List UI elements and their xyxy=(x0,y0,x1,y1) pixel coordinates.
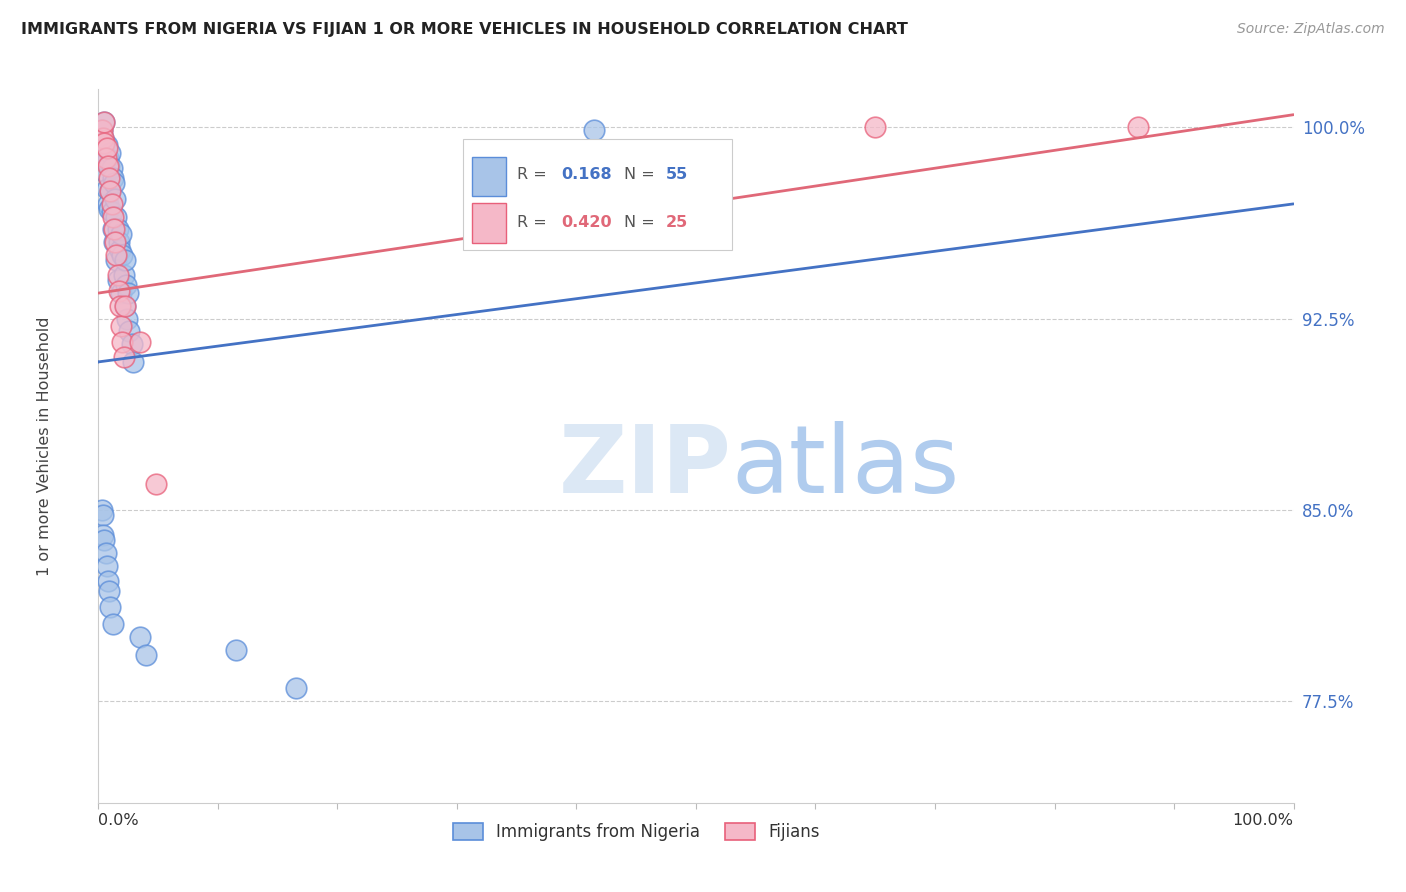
Point xyxy=(98,145,122,160)
Point xyxy=(145,477,167,491)
Point xyxy=(117,286,139,301)
FancyBboxPatch shape xyxy=(463,139,733,250)
Point xyxy=(96,138,118,153)
Text: 25: 25 xyxy=(666,215,689,230)
Point xyxy=(93,115,115,129)
Point xyxy=(103,222,125,236)
Point xyxy=(100,204,122,219)
Text: N =: N = xyxy=(624,168,661,182)
Point xyxy=(865,120,887,135)
Point xyxy=(111,248,134,262)
Point xyxy=(101,210,124,224)
Point xyxy=(104,235,127,249)
Text: N =: N = xyxy=(624,215,661,230)
Point xyxy=(98,171,121,186)
Text: 1 or more Vehicles in Household: 1 or more Vehicles in Household xyxy=(37,317,52,575)
Text: R =: R = xyxy=(517,215,551,230)
Point xyxy=(104,192,127,206)
Legend: Immigrants from Nigeria, Fijians: Immigrants from Nigeria, Fijians xyxy=(446,816,827,848)
Point xyxy=(122,355,145,369)
Point xyxy=(118,324,141,338)
Point xyxy=(93,533,115,548)
Point xyxy=(94,151,117,165)
Point xyxy=(91,508,114,522)
Text: 0.168: 0.168 xyxy=(561,168,612,182)
Point xyxy=(107,222,129,236)
Text: 55: 55 xyxy=(666,168,689,182)
Point xyxy=(107,235,129,249)
Point xyxy=(101,617,124,632)
FancyBboxPatch shape xyxy=(472,157,506,196)
Point xyxy=(96,558,118,573)
Point xyxy=(115,278,138,293)
Point xyxy=(98,184,122,198)
Point xyxy=(103,177,125,191)
Point xyxy=(97,151,120,165)
Point xyxy=(108,243,131,257)
Point xyxy=(110,319,132,334)
Point xyxy=(100,161,122,176)
Point xyxy=(115,311,138,326)
Point xyxy=(91,130,114,145)
Text: atlas: atlas xyxy=(733,421,960,514)
Point xyxy=(98,599,122,614)
Point xyxy=(103,235,125,249)
Point xyxy=(101,171,124,186)
Point xyxy=(114,299,136,313)
Text: R =: R = xyxy=(517,168,551,182)
Point xyxy=(129,630,152,644)
Point xyxy=(98,159,121,173)
Point xyxy=(91,528,114,542)
Point xyxy=(100,197,122,211)
Text: ZIP: ZIP xyxy=(560,421,733,514)
Point xyxy=(97,197,120,211)
Point xyxy=(1128,120,1150,135)
Point xyxy=(108,299,131,313)
Point xyxy=(94,166,117,180)
Point xyxy=(98,584,121,599)
Point xyxy=(114,299,136,313)
Point xyxy=(225,643,247,657)
Point xyxy=(94,546,117,560)
Point xyxy=(98,202,121,216)
Point xyxy=(107,284,129,298)
Point xyxy=(105,248,128,262)
Point xyxy=(93,136,115,150)
Point xyxy=(93,115,115,129)
Point xyxy=(91,123,114,137)
Point xyxy=(93,136,115,150)
Point xyxy=(111,334,134,349)
Point xyxy=(98,184,122,198)
Point xyxy=(107,273,129,287)
Point xyxy=(91,502,114,516)
Point xyxy=(114,252,136,267)
Point xyxy=(105,252,128,267)
Point xyxy=(96,181,118,195)
Point xyxy=(97,574,120,588)
Point xyxy=(112,268,135,283)
Point xyxy=(97,159,120,173)
FancyBboxPatch shape xyxy=(472,203,506,243)
Point xyxy=(94,153,117,168)
Point xyxy=(105,210,128,224)
Point xyxy=(121,337,143,351)
Text: 0.420: 0.420 xyxy=(561,215,612,230)
Point xyxy=(110,286,132,301)
Point xyxy=(583,123,606,137)
Point xyxy=(93,151,115,165)
Point xyxy=(91,130,114,145)
Point xyxy=(135,648,157,662)
Text: 100.0%: 100.0% xyxy=(1233,813,1294,828)
Point xyxy=(284,681,307,695)
Point xyxy=(96,141,118,155)
Point xyxy=(107,268,129,283)
Point xyxy=(110,227,132,242)
Text: IMMIGRANTS FROM NIGERIA VS FIJIAN 1 OR MORE VEHICLES IN HOUSEHOLD CORRELATION CH: IMMIGRANTS FROM NIGERIA VS FIJIAN 1 OR M… xyxy=(21,22,908,37)
Point xyxy=(91,123,114,137)
Text: 0.0%: 0.0% xyxy=(98,813,139,828)
Text: Source: ZipAtlas.com: Source: ZipAtlas.com xyxy=(1237,22,1385,37)
Point xyxy=(129,334,152,349)
Point xyxy=(101,222,124,236)
Point xyxy=(112,350,135,364)
